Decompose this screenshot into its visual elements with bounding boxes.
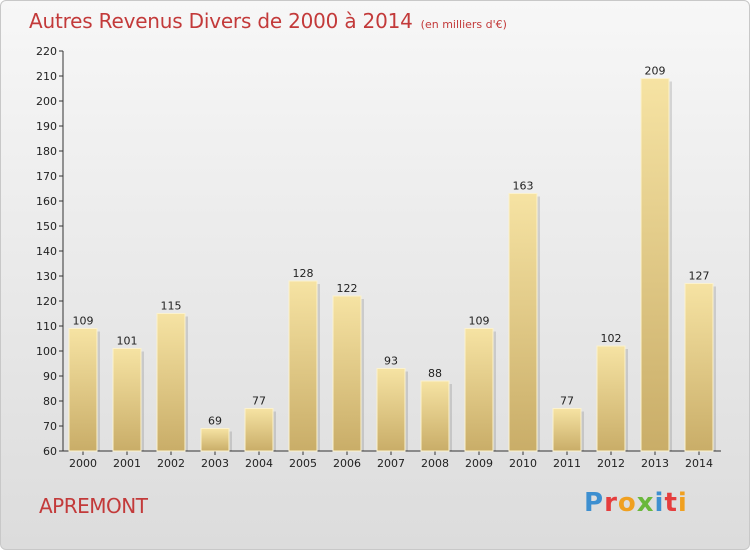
data-label: 163 xyxy=(513,180,534,193)
x-tick-label: 2004 xyxy=(245,457,273,470)
chart-subtitle: (en milliers d'€) xyxy=(420,18,507,31)
y-tick-label: 90 xyxy=(43,370,57,383)
x-tick-label: 2008 xyxy=(421,457,449,470)
bar xyxy=(420,380,450,452)
x-tick-label: 2007 xyxy=(377,457,405,470)
proxiti-logo[interactable]: Proxiti xyxy=(584,488,688,518)
x-tick-label: 2005 xyxy=(289,457,317,470)
bar xyxy=(156,313,186,452)
bar xyxy=(508,193,538,452)
logo-letter: i xyxy=(654,488,665,518)
x-tick-label: 2012 xyxy=(597,457,625,470)
y-tick-label: 150 xyxy=(36,220,57,233)
bar xyxy=(200,428,230,452)
chart-title: Autres Revenus Divers de 2000 à 2014 xyxy=(29,9,413,33)
data-label: 77 xyxy=(560,395,574,408)
bar xyxy=(684,283,714,452)
data-label: 101 xyxy=(117,335,138,348)
y-tick-label: 60 xyxy=(43,445,57,458)
plot-area: 60 70 80 90 100 110 120 130 140 150 160 170 180 190 20… xyxy=(36,45,721,470)
bar xyxy=(332,295,362,452)
data-label: 109 xyxy=(469,315,490,328)
data-label: 115 xyxy=(161,300,182,313)
data-label: 109 xyxy=(73,315,94,328)
y-tick-label: 70 xyxy=(43,420,57,433)
chart-header: Autres Revenus Divers de 2000 à 2014 (en … xyxy=(29,9,507,33)
bar xyxy=(112,348,142,452)
data-label: 127 xyxy=(689,270,710,283)
x-tick-label: 2001 xyxy=(113,457,141,470)
y-tick-label: 80 xyxy=(43,395,57,408)
bar xyxy=(288,280,318,452)
bar xyxy=(244,408,274,452)
x-tick-label: 2009 xyxy=(465,457,493,470)
y-tick-label: 100 xyxy=(36,345,57,358)
bar xyxy=(464,328,494,452)
data-label: 102 xyxy=(601,332,622,345)
y-tick-label: 140 xyxy=(36,245,57,258)
commune-name: APREMONT xyxy=(39,494,148,518)
x-tick-label: 2010 xyxy=(509,457,537,470)
data-label: 93 xyxy=(384,355,398,368)
x-tick-label: 2013 xyxy=(641,457,669,470)
bar xyxy=(552,408,582,452)
bar xyxy=(68,328,98,452)
data-label: 122 xyxy=(337,282,358,295)
data-label: 88 xyxy=(428,367,442,380)
logo-letter: r xyxy=(604,488,618,518)
logo-letter: P xyxy=(584,488,605,518)
y-tick-label: 220 xyxy=(36,45,57,58)
x-tick-label: 2000 xyxy=(69,457,97,470)
x-tick-label: 2002 xyxy=(157,457,185,470)
logo-letter: i xyxy=(677,488,688,518)
logo-letter: t xyxy=(664,488,678,518)
y-tick-label: 160 xyxy=(36,195,57,208)
y-tick-label: 170 xyxy=(36,170,57,183)
x-tick-label: 2003 xyxy=(201,457,229,470)
y-tick-label: 110 xyxy=(36,320,57,333)
y-tick-label: 180 xyxy=(36,145,57,158)
logo-letter: x xyxy=(636,488,655,518)
data-label: 77 xyxy=(252,395,266,408)
logo-letter: o xyxy=(617,488,637,518)
y-tick-label: 210 xyxy=(36,70,57,83)
y-tick-label: 130 xyxy=(36,270,57,283)
x-tick-label: 2014 xyxy=(685,457,713,470)
x-tick-label: 2011 xyxy=(553,457,581,470)
y-tick-label: 120 xyxy=(36,295,57,308)
y-tick-label: 200 xyxy=(36,95,57,108)
data-label: 69 xyxy=(208,415,222,428)
y-tick-label: 190 xyxy=(36,120,57,133)
bar xyxy=(596,345,626,452)
data-label: 209 xyxy=(645,65,666,78)
data-label: 128 xyxy=(293,267,314,280)
x-tick-label: 2006 xyxy=(333,457,361,470)
bar xyxy=(376,368,406,452)
bar xyxy=(640,78,670,452)
